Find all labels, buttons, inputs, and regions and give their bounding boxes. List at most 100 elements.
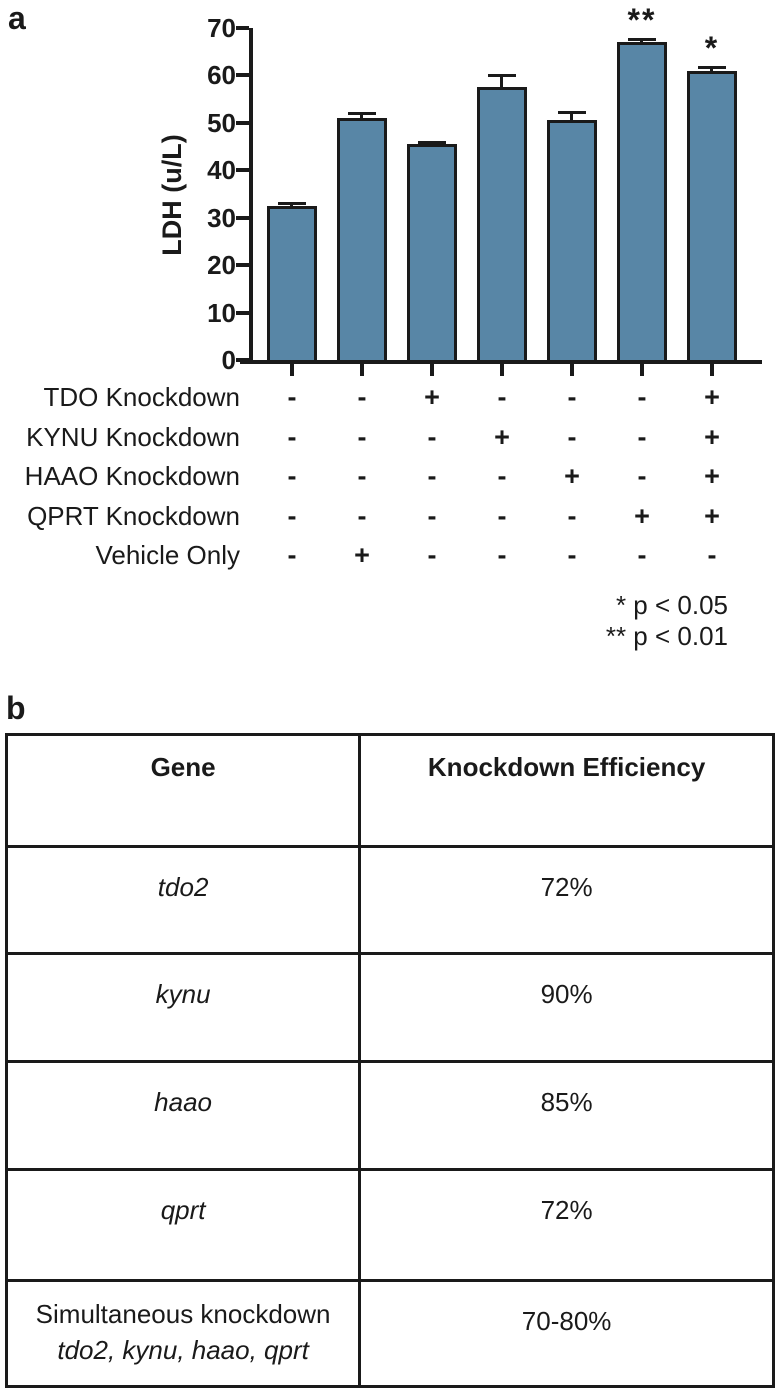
significance-note: * p < 0.05 xyxy=(615,590,728,620)
y-tick xyxy=(236,263,249,268)
y-tick-label: 60 xyxy=(207,60,236,91)
condition-row-label: TDO Knockdown xyxy=(43,382,240,412)
error-bar-stem xyxy=(500,75,503,94)
efficiency-cell: 72% xyxy=(358,845,775,955)
significance-marker: * xyxy=(704,30,720,67)
error-bar-cap xyxy=(278,202,306,206)
bar xyxy=(617,42,667,363)
bar xyxy=(337,118,387,363)
error-bar-cap xyxy=(348,112,376,116)
condition-symbol: - xyxy=(427,540,437,570)
table-row: haao 85% xyxy=(4,1060,775,1171)
significance-marker: ** xyxy=(627,1,657,38)
y-tick xyxy=(236,310,249,315)
bar xyxy=(477,87,527,363)
condition-symbol: - xyxy=(497,461,507,491)
x-tick xyxy=(500,364,504,376)
condition-symbol: - xyxy=(357,421,367,452)
efficiency-cell: 85% xyxy=(358,1060,775,1171)
error-bar-cap xyxy=(628,37,656,41)
condition-symbol: + xyxy=(704,421,720,452)
gene-cell: Simultaneous knockdown tdo2, kynu, haao, … xyxy=(4,1279,362,1388)
y-tick-label: 40 xyxy=(207,155,236,186)
significance-note: ** p < 0.01 xyxy=(605,621,728,651)
y-tick-label: 30 xyxy=(207,202,236,233)
y-axis-title: LDH (u/L) xyxy=(157,134,187,256)
condition-row-label: Vehicle Only xyxy=(95,540,240,570)
condition-symbol: + xyxy=(634,500,650,531)
panel-b-label: b xyxy=(6,690,26,726)
condition-symbol: - xyxy=(497,500,507,531)
error-bar-stem xyxy=(570,112,573,127)
gene-cell: qprt xyxy=(4,1168,362,1282)
condition-symbol: - xyxy=(497,540,507,570)
y-tick xyxy=(236,215,249,220)
x-tick xyxy=(710,364,714,376)
y-axis xyxy=(249,28,253,364)
gene-name: haao xyxy=(154,1087,213,1117)
error-bar-cap xyxy=(488,74,516,78)
y-tick xyxy=(236,26,249,30)
panel-a-label: a xyxy=(8,0,26,36)
table-row: Simultaneous knockdown tdo2, kynu, haao, … xyxy=(4,1279,775,1388)
y-tick-label: 50 xyxy=(207,107,236,138)
condition-symbol: - xyxy=(357,500,367,531)
condition-row-label: HAAO Knockdown xyxy=(24,461,240,491)
y-tick-label: 20 xyxy=(207,250,236,281)
efficiency-cell: 72% xyxy=(358,1168,775,1282)
condition-symbol: - xyxy=(567,421,577,452)
condition-symbol: - xyxy=(287,500,297,531)
bar xyxy=(407,144,457,363)
condition-symbol: - xyxy=(287,421,297,452)
gene-cell: haao xyxy=(4,1060,362,1171)
bar xyxy=(267,205,317,363)
x-tick xyxy=(640,364,644,376)
condition-symbol: - xyxy=(287,461,297,491)
condition-symbol: - xyxy=(357,382,367,412)
gene-cell: tdo2 xyxy=(4,845,362,955)
y-tick-label: 10 xyxy=(207,297,236,328)
efficiency-cell: 90% xyxy=(358,952,775,1063)
y-tick-label: 0 xyxy=(221,345,236,375)
error-bar-cap xyxy=(418,140,446,144)
condition-symbol: - xyxy=(357,461,367,491)
error-bar-cap xyxy=(558,111,586,115)
condition-symbol: - xyxy=(567,540,577,570)
condition-symbol: - xyxy=(427,421,437,452)
table-row: tdo2 72% xyxy=(4,845,775,955)
y-tick-label: 70 xyxy=(207,13,236,43)
condition-row-label: KYNU Knockdown xyxy=(26,421,240,452)
condition-symbol: - xyxy=(637,461,647,491)
y-tick xyxy=(236,168,249,173)
table-header-row: Gene Knockdown Efficiency xyxy=(4,733,775,848)
gene-name: tdo2 xyxy=(157,872,209,902)
x-tick xyxy=(570,364,574,376)
gene-name: kynu xyxy=(155,979,211,1009)
y-tick xyxy=(236,73,249,78)
table-row: qprt 72% xyxy=(4,1168,775,1282)
ldh-bar-chart: 0 10 20 30 40 50 60 70 LDH (u/L) ** * TDO Knockdown… xyxy=(0,0,775,665)
condition-symbol: - xyxy=(497,382,507,412)
efficiency-cell: 70-80% xyxy=(358,1279,775,1388)
condition-symbol: - xyxy=(637,540,647,570)
condition-row-label: QPRT Knockdown xyxy=(27,500,240,531)
bar xyxy=(547,120,597,363)
table-header-cell: Gene xyxy=(4,733,362,848)
condition-symbol: - xyxy=(427,461,437,491)
condition-symbol: + xyxy=(354,540,370,570)
error-bar-cap xyxy=(698,66,726,70)
condition-symbol: - xyxy=(287,540,297,570)
x-tick xyxy=(430,364,434,376)
x-tick xyxy=(360,364,364,376)
condition-symbol: - xyxy=(637,382,647,412)
condition-symbol: - xyxy=(567,382,577,412)
condition-symbol: - xyxy=(287,382,297,412)
condition-symbol: + xyxy=(564,461,580,491)
condition-symbol: + xyxy=(704,461,720,491)
bar xyxy=(687,70,737,363)
gene-name: tdo2, kynu, haao, qprt xyxy=(57,1335,309,1365)
condition-symbol: - xyxy=(707,540,717,570)
condition-symbol: + xyxy=(494,421,510,452)
y-tick xyxy=(236,120,249,125)
